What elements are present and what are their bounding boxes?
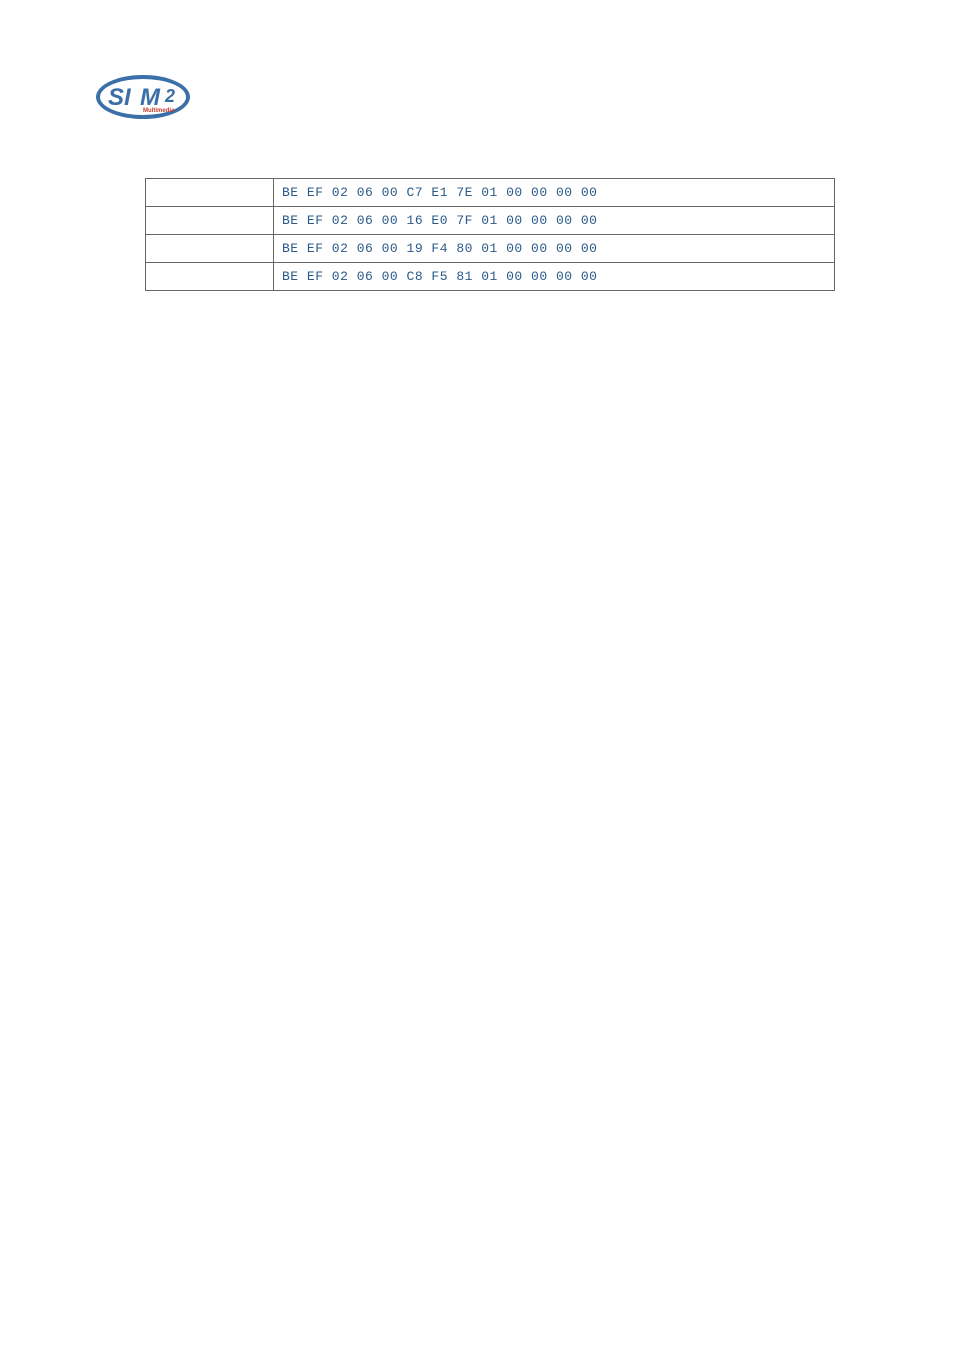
hex-code-table: BE EF 02 06 00 C7 E1 7E 01 00 00 00 00 B… xyxy=(145,178,835,291)
table-row: BE EF 02 06 00 C7 E1 7E 01 00 00 00 00 xyxy=(146,179,835,207)
svg-text:SI: SI xyxy=(108,84,132,111)
row-label xyxy=(146,263,274,291)
row-label xyxy=(146,179,274,207)
brand-logo: SI M 2 Multimedia xyxy=(95,72,195,122)
table-row: BE EF 02 06 00 16 E0 7F 01 00 00 00 00 xyxy=(146,207,835,235)
hex-code: BE EF 02 06 00 C7 E1 7E 01 00 00 00 00 xyxy=(274,179,835,207)
hex-code: BE EF 02 06 00 16 E0 7F 01 00 00 00 00 xyxy=(274,207,835,235)
svg-text:M: M xyxy=(140,84,161,111)
svg-text:Multimedia: Multimedia xyxy=(143,108,175,114)
table-row: BE EF 02 06 00 C8 F5 81 01 00 00 00 00 xyxy=(146,263,835,291)
hex-code: BE EF 02 06 00 19 F4 80 01 00 00 00 00 xyxy=(274,235,835,263)
hex-code: BE EF 02 06 00 C8 F5 81 01 00 00 00 00 xyxy=(274,263,835,291)
row-label xyxy=(146,207,274,235)
row-label xyxy=(146,235,274,263)
table-row: BE EF 02 06 00 19 F4 80 01 00 00 00 00 xyxy=(146,235,835,263)
data-table: BE EF 02 06 00 C7 E1 7E 01 00 00 00 00 B… xyxy=(145,178,835,291)
svg-text:2: 2 xyxy=(164,86,175,106)
